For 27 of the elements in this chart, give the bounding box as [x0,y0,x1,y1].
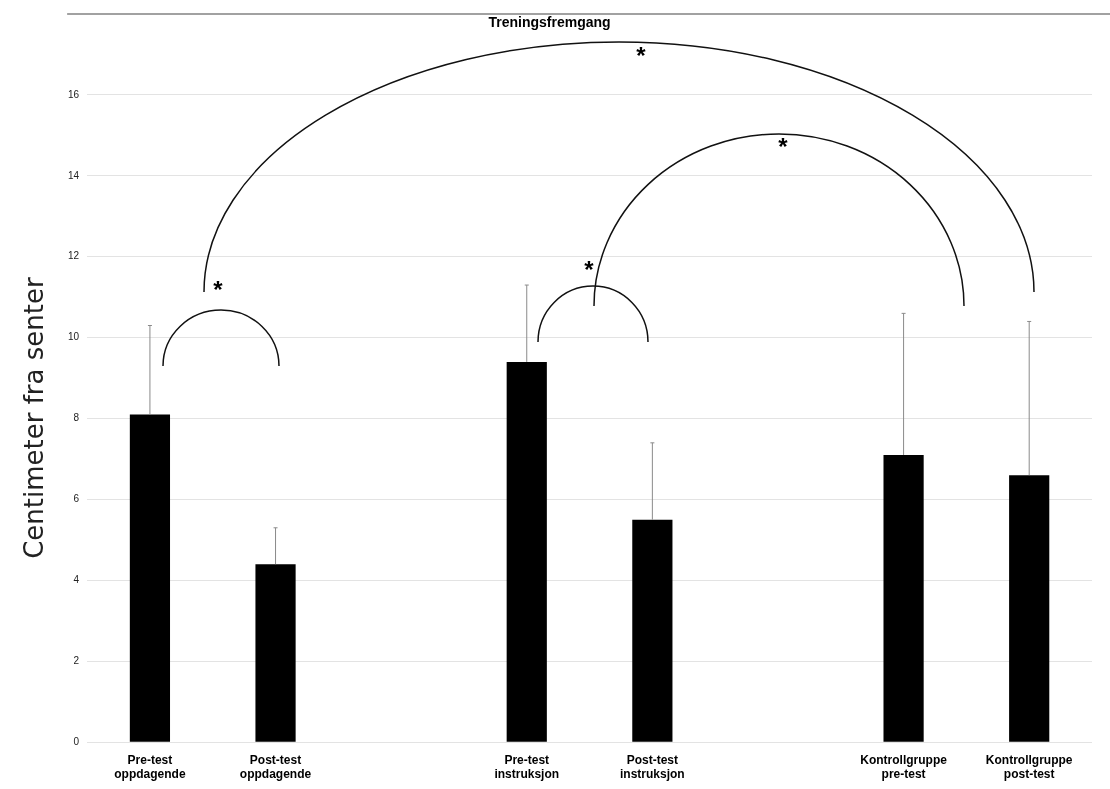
x-tick-label: Kontrollgruppe post-test [985,752,1073,782]
x-tick-label: Pre-test instruksjon [494,752,560,782]
bar [129,414,171,742]
y-tick-label: 4 [73,574,80,586]
annotation: * [584,256,595,283]
x-tick-label: Post-test oppdagende [239,752,312,782]
x-tick-label: Post-test instruksjon [620,752,685,782]
annotation: * [636,42,647,69]
x-tick-label: Pre-test oppdagende [114,752,186,782]
bar [506,361,547,742]
chart-title: Treningsfremgang [488,13,611,30]
y-tick-label: 12 [68,250,80,262]
bar [632,519,673,742]
y-tick-label: 2 [73,655,80,667]
y-tick-label: 14 [68,169,80,181]
y-tick-label: 10 [68,331,80,343]
y-axis-title: Centimeter fra senter [18,277,49,559]
bar [883,454,924,742]
y-tick-label: 8 [73,412,80,424]
annotation: * [778,133,789,160]
y-tick-label: 16 [68,88,80,100]
bar [255,564,296,742]
y-tick-label: 0 [73,735,80,747]
bar [1009,475,1050,742]
annotation: * [213,276,224,303]
x-tick-label: Kontrollgruppe pre-test [860,752,948,782]
y-tick-label: 6 [73,493,80,505]
